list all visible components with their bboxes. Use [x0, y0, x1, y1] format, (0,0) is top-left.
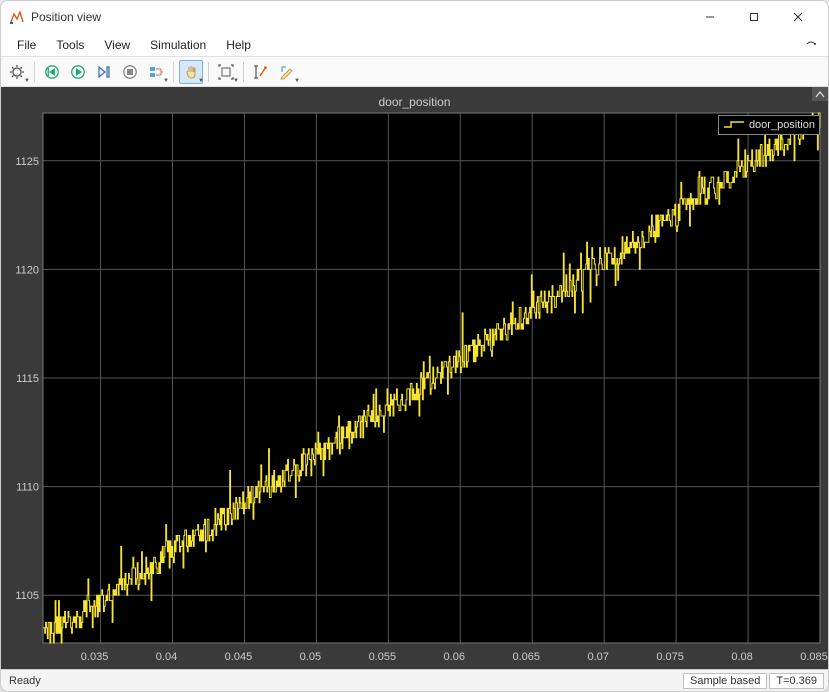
x-tick-label: 0.065	[512, 651, 540, 663]
app-icon	[9, 9, 25, 25]
minimize-button[interactable]	[688, 2, 732, 32]
svg-text:1120: 1120	[15, 264, 39, 276]
signal-selector-icon[interactable]: ▼	[144, 60, 168, 84]
status-text: Ready	[5, 675, 45, 687]
config-icon[interactable]: ▼	[5, 60, 29, 84]
svg-text:1105: 1105	[15, 590, 39, 602]
plot-maximize-icon[interactable]	[812, 87, 828, 101]
toolbar-separator	[173, 62, 174, 82]
x-tick-label: 0.055	[369, 651, 397, 663]
maximize-button[interactable]	[732, 2, 776, 32]
app-window: Position view File Tools View Simulation…	[0, 0, 829, 692]
menu-help[interactable]: Help	[216, 36, 261, 54]
x-tick-label: 0.05	[300, 651, 321, 663]
legend-label: door_position	[749, 119, 815, 131]
menu-tools[interactable]: Tools	[46, 36, 94, 54]
window-title: Position view	[31, 10, 101, 24]
plot-container[interactable]: 1105 1110 1115 1120 1125 door_position	[7, 111, 822, 647]
menu-simulation[interactable]: Simulation	[140, 36, 216, 54]
cursor-measure-icon[interactable]	[249, 60, 273, 84]
svg-text:1125: 1125	[15, 156, 39, 168]
plot-canvas[interactable]: 1105 1110 1115 1120 1125	[7, 111, 822, 647]
step-fwd-icon[interactable]	[92, 60, 116, 84]
svg-text:1115: 1115	[16, 373, 39, 385]
toolbar-separator	[34, 62, 35, 82]
x-tick-label: 0.07	[587, 651, 608, 663]
toolbar-separator	[208, 62, 209, 82]
x-tick-label: 0.08	[731, 651, 752, 663]
plot-title: door_position	[7, 93, 822, 111]
step-back-icon[interactable]	[40, 60, 64, 84]
x-tick-label: 0.04	[156, 651, 177, 663]
menu-overflow-icon[interactable]	[800, 36, 822, 54]
toolbar: ▼ ▼ ▼ ▼ ▼	[1, 57, 828, 87]
titlebar: Position view	[1, 1, 828, 33]
svg-text:1110: 1110	[16, 482, 39, 494]
menu-view[interactable]: View	[94, 36, 140, 54]
x-tick-label: 0.06	[444, 651, 465, 663]
stop-icon[interactable]	[118, 60, 142, 84]
run-icon[interactable]	[66, 60, 90, 84]
close-button[interactable]	[776, 2, 820, 32]
menu-file[interactable]: File	[7, 36, 46, 54]
highlight-icon[interactable]: ▼	[275, 60, 299, 84]
x-tick-label: 0.075	[656, 651, 684, 663]
x-tick-label: 0.035	[81, 651, 109, 663]
statusbar: Ready Sample based T=0.369	[1, 669, 828, 691]
plot-area: door_position 1105 1110 1115 1120 1125 door_…	[1, 87, 828, 669]
legend-line-icon	[723, 118, 745, 132]
pan-icon[interactable]: ▼	[179, 60, 203, 84]
zoom-extents-icon[interactable]: ▼	[214, 60, 238, 84]
menubar: File Tools View Simulation Help	[1, 33, 828, 57]
x-tick-label: 0.045	[225, 651, 253, 663]
legend[interactable]: door_position	[718, 115, 820, 135]
x-axis-labels: 0.035 0.04 0.045 0.05 0.055 0.06 0.065 0.07 0.07…	[1, 651, 828, 667]
x-tick-label: 0.085	[800, 651, 828, 663]
status-mode: Sample based	[683, 673, 767, 689]
status-time: T=0.369	[769, 673, 824, 689]
toolbar-separator	[243, 62, 244, 82]
